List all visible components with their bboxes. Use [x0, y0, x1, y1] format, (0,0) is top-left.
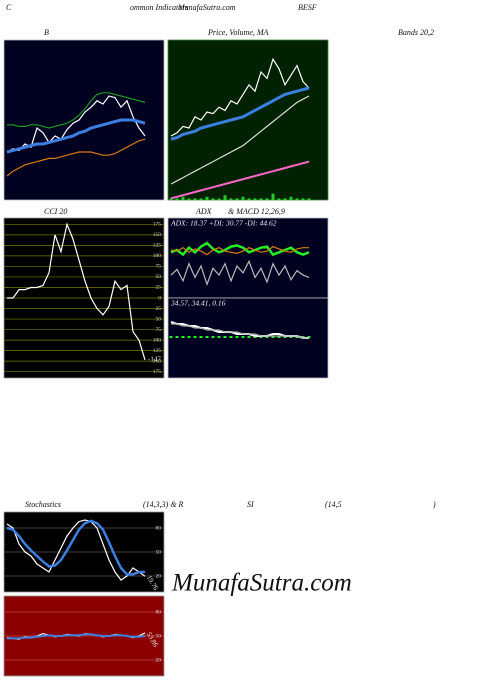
y-tick-label: 20	[156, 657, 162, 663]
bar	[277, 336, 281, 338]
bar	[187, 198, 191, 200]
bar	[265, 198, 269, 200]
y-tick-label: 100	[153, 253, 162, 259]
bar	[211, 336, 215, 338]
y-tick-label: 0	[158, 295, 161, 301]
bar	[211, 198, 215, 200]
y-tick-label: 25	[156, 306, 162, 312]
panel-title: (14,3,3) & R	[143, 500, 184, 509]
bar	[289, 196, 293, 200]
series-line	[7, 222, 146, 361]
panel-title: Price, Volume, MA	[207, 28, 269, 37]
bar	[199, 336, 203, 338]
panel-title: B	[44, 28, 49, 37]
series-line	[7, 633, 146, 640]
y-tick-label: 100	[153, 337, 162, 343]
y-tick-label: 150	[153, 358, 162, 364]
bar	[283, 198, 287, 200]
series-line	[7, 92, 146, 129]
bar	[229, 198, 233, 200]
series-line	[170, 160, 310, 200]
bar	[247, 336, 251, 338]
bar	[259, 198, 263, 200]
bar	[229, 336, 233, 338]
series-line	[6, 519, 145, 576]
panel	[167, 39, 329, 201]
panel-title: & MACD 12,26,9	[228, 207, 285, 216]
series-line	[171, 323, 309, 339]
bar	[253, 198, 257, 200]
bar	[205, 196, 209, 200]
series-line	[6, 118, 146, 154]
bar	[193, 336, 197, 338]
series-line	[6, 519, 146, 581]
panel-title: Bands 20,2	[398, 28, 434, 37]
bar	[217, 336, 221, 338]
y-tick-label: 150	[153, 232, 162, 238]
bar	[235, 198, 239, 200]
series-line	[170, 86, 310, 141]
panel-title: SI	[247, 500, 254, 509]
y-tick-label: 75	[156, 264, 162, 270]
bar	[271, 193, 275, 200]
series-line	[170, 245, 309, 256]
y-tick-label: 125	[153, 348, 162, 354]
y-tick-label: 75	[156, 327, 162, 333]
bar	[217, 198, 221, 200]
bar	[205, 336, 209, 338]
series-line	[6, 138, 146, 177]
panel-title: (14,5	[325, 500, 342, 509]
bar	[241, 336, 245, 338]
panel-title: )	[432, 500, 436, 509]
panel-title: ADX	[195, 207, 213, 216]
panel	[167, 217, 329, 299]
y-tick-label: 25	[156, 285, 162, 291]
panel	[3, 39, 165, 201]
header-center: ommon Indicators	[130, 3, 188, 12]
series-line	[170, 95, 310, 185]
bar	[169, 198, 173, 200]
watermark: MunafaSutra.com	[171, 570, 352, 597]
bar	[295, 198, 299, 200]
bar	[193, 198, 197, 200]
bar	[175, 198, 179, 200]
panel-title: CCI 20	[44, 207, 67, 216]
header-symbol: BESF	[298, 3, 317, 12]
y-tick-label: 80	[156, 609, 162, 615]
series-line	[170, 241, 310, 257]
bar	[199, 198, 203, 200]
y-tick-label: 125	[153, 243, 162, 249]
last-value-label: -147	[148, 356, 161, 364]
panel-label: 34.57, 34.41, 0.16	[170, 299, 226, 308]
y-tick-label: 50	[156, 274, 162, 280]
header-left: C	[6, 3, 12, 12]
bar	[181, 336, 185, 338]
y-tick-label: 175	[153, 222, 162, 228]
bar	[307, 198, 311, 200]
bar	[241, 196, 245, 200]
y-tick-label: 80	[156, 525, 162, 531]
y-tick-label: 50	[156, 316, 162, 322]
bar	[175, 336, 179, 338]
y-tick-label: 175	[153, 369, 162, 375]
bar	[169, 336, 173, 338]
bar	[223, 336, 227, 338]
bar	[271, 336, 275, 338]
bar	[301, 198, 305, 200]
panel-label: ADX: 18.37 +DI: 30.77 -DI: 44.62	[170, 219, 277, 228]
series-line	[170, 259, 310, 287]
y-tick-label: 20	[156, 573, 162, 579]
bar	[277, 198, 281, 200]
panel-title: Stochastics	[25, 500, 61, 509]
bar	[235, 336, 239, 338]
bar	[223, 195, 227, 200]
y-tick-label: 50	[156, 549, 162, 555]
bar	[181, 196, 185, 200]
bar	[187, 336, 191, 338]
bar	[247, 198, 251, 200]
series-line	[170, 57, 310, 137]
header-site: MunafaSutra.com	[177, 3, 236, 12]
y-tick-label: 50	[156, 633, 162, 639]
